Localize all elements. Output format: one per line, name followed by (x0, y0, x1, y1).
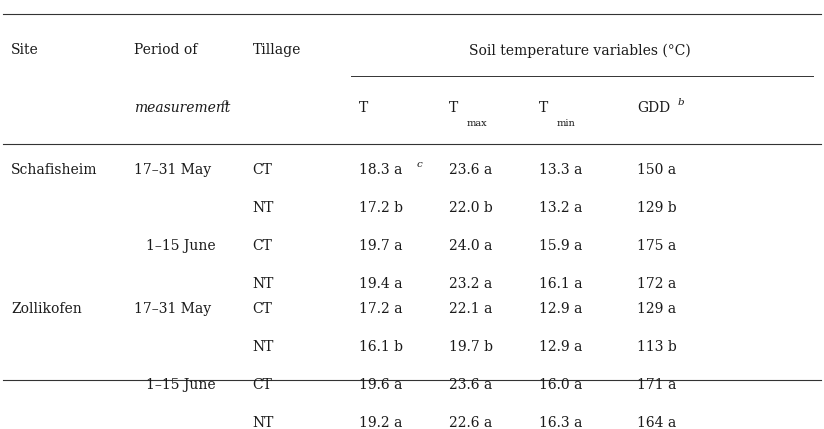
Text: 129 a: 129 a (637, 302, 677, 316)
Text: 16.0 a: 16.0 a (539, 378, 583, 392)
Text: Tillage: Tillage (252, 43, 301, 57)
Text: T: T (449, 101, 458, 115)
Text: 172 a: 172 a (637, 277, 677, 291)
Text: 17.2 b: 17.2 b (358, 201, 403, 215)
Text: NT: NT (252, 340, 274, 354)
Text: min: min (557, 119, 576, 128)
Text: 22.0 b: 22.0 b (449, 201, 493, 215)
Text: T: T (539, 101, 548, 115)
Text: CT: CT (252, 378, 272, 392)
Text: 113 b: 113 b (637, 340, 677, 354)
Text: NT: NT (252, 416, 274, 429)
Text: 17.2 a: 17.2 a (358, 302, 402, 316)
Text: 19.4 a: 19.4 a (358, 277, 402, 291)
Text: NT: NT (252, 201, 274, 215)
Text: CT: CT (252, 163, 272, 177)
Text: 19.7 b: 19.7 b (449, 340, 493, 354)
Text: 12.9 a: 12.9 a (539, 340, 583, 354)
Text: 16.1 a: 16.1 a (539, 277, 583, 291)
Text: GDD: GDD (637, 101, 670, 115)
Text: b: b (677, 97, 684, 106)
Text: 13.2 a: 13.2 a (539, 201, 583, 215)
Text: T: T (358, 101, 368, 115)
Text: 24.0 a: 24.0 a (449, 239, 492, 253)
Text: Soil temperature variables (°C): Soil temperature variables (°C) (469, 43, 691, 58)
Text: 17–31 May: 17–31 May (133, 302, 211, 316)
Text: 23.2 a: 23.2 a (449, 277, 492, 291)
Text: 19.6 a: 19.6 a (358, 378, 402, 392)
Text: 23.6 a: 23.6 a (449, 163, 492, 177)
Text: 23.6 a: 23.6 a (449, 378, 492, 392)
Text: 13.3 a: 13.3 a (539, 163, 583, 177)
Text: 12.9 a: 12.9 a (539, 302, 583, 316)
Text: a: a (222, 97, 228, 106)
Text: 16.1 b: 16.1 b (358, 340, 403, 354)
Text: 164 a: 164 a (637, 416, 677, 429)
Text: Zollikofen: Zollikofen (11, 302, 82, 316)
Text: CT: CT (252, 302, 272, 316)
Text: measurement: measurement (133, 101, 230, 115)
Text: max: max (467, 119, 488, 128)
Text: 17–31 May: 17–31 May (133, 163, 211, 177)
Text: 171 a: 171 a (637, 378, 677, 392)
Text: 19.2 a: 19.2 a (358, 416, 402, 429)
Text: 18.3 a: 18.3 a (358, 163, 402, 177)
Text: CT: CT (252, 239, 272, 253)
Text: 1–15 June: 1–15 June (146, 239, 216, 253)
Text: 175 a: 175 a (637, 239, 677, 253)
Text: 19.7 a: 19.7 a (358, 239, 402, 253)
Text: NT: NT (252, 277, 274, 291)
Text: 16.3 a: 16.3 a (539, 416, 583, 429)
Text: 22.1 a: 22.1 a (449, 302, 492, 316)
Text: 129 b: 129 b (637, 201, 677, 215)
Text: 150 a: 150 a (637, 163, 677, 177)
Text: 15.9 a: 15.9 a (539, 239, 583, 253)
Text: c: c (416, 160, 422, 169)
Text: Schafisheim: Schafisheim (11, 163, 97, 177)
Text: 1–15 June: 1–15 June (146, 378, 216, 392)
Text: 22.6 a: 22.6 a (449, 416, 492, 429)
Text: Period of: Period of (133, 43, 197, 57)
Text: Site: Site (11, 43, 39, 57)
